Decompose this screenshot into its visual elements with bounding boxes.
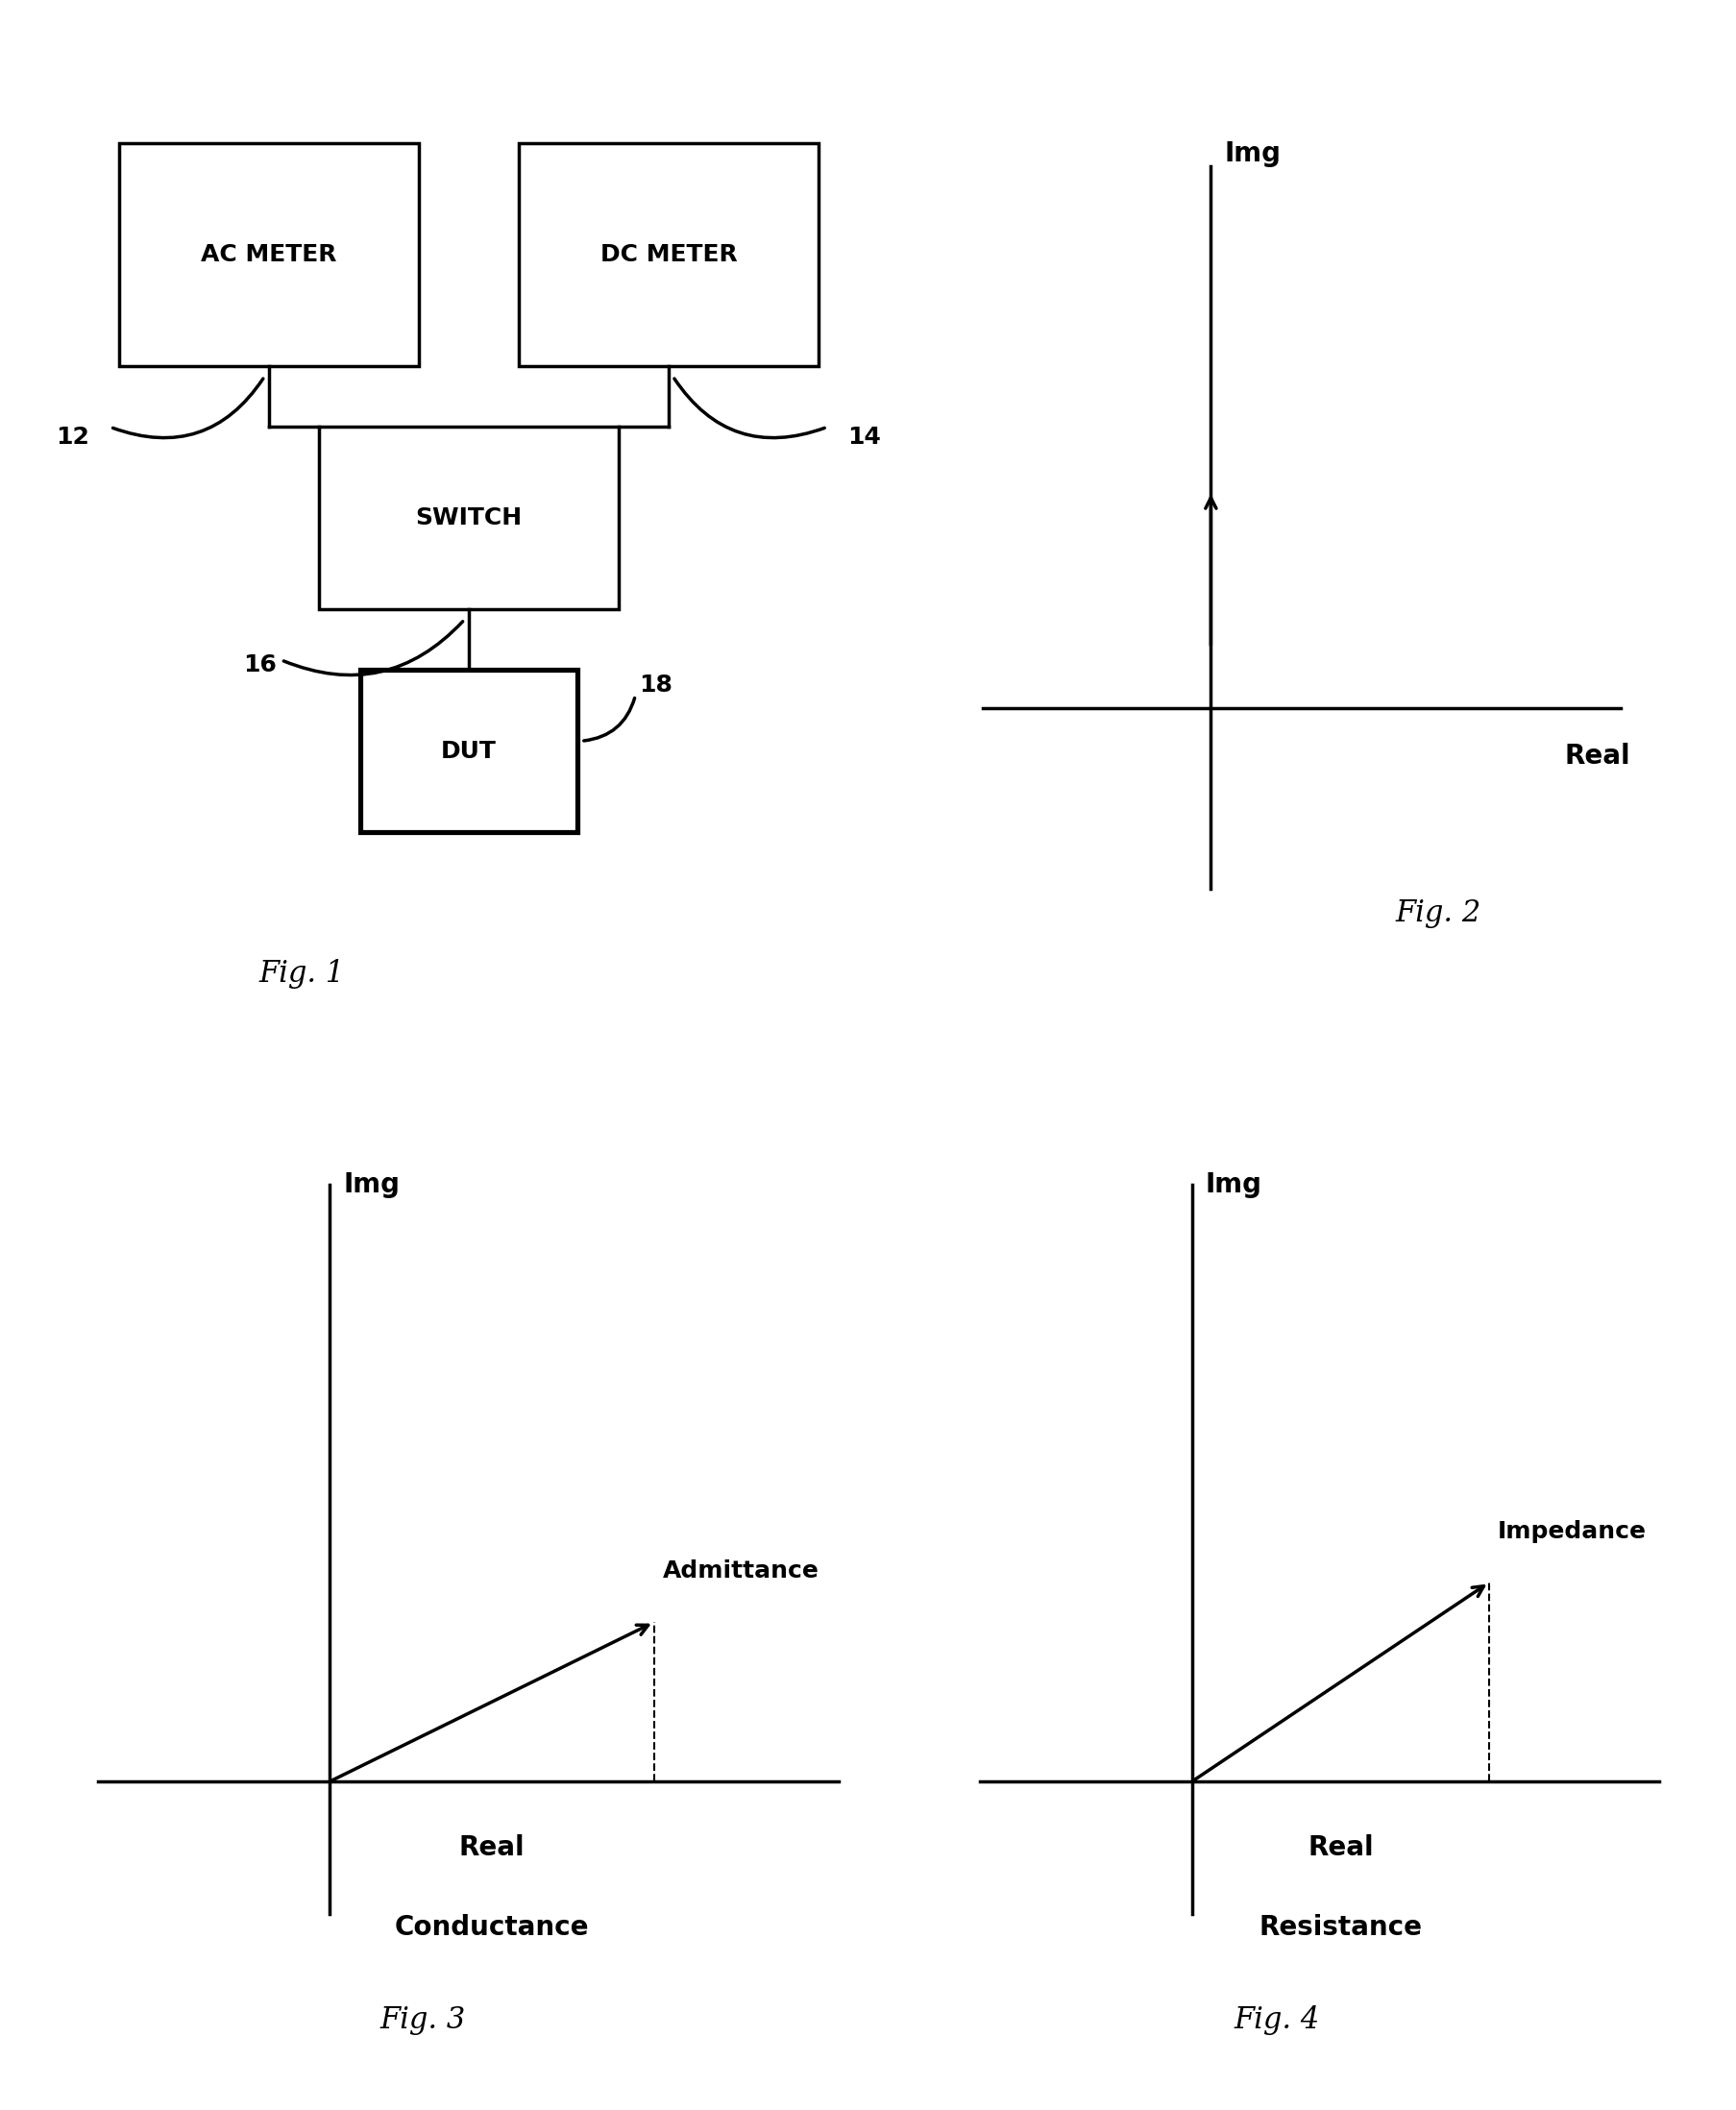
Text: 14: 14: [847, 426, 882, 449]
Text: Img: Img: [344, 1171, 401, 1198]
Text: DC METER: DC METER: [601, 243, 738, 266]
Text: Fig. 1: Fig. 1: [259, 960, 345, 990]
Text: Conductance: Conductance: [394, 1914, 589, 1941]
Text: DUT: DUT: [441, 741, 496, 762]
Bar: [519, 143, 819, 367]
Text: 18: 18: [639, 673, 674, 696]
Text: SWITCH: SWITCH: [415, 506, 523, 530]
Text: Fig. 3: Fig. 3: [380, 2004, 465, 2034]
Text: AC METER: AC METER: [201, 243, 337, 266]
Bar: [118, 143, 418, 367]
Text: Real: Real: [1564, 743, 1630, 770]
Text: Fig. 4: Fig. 4: [1234, 2004, 1319, 2034]
Text: 16: 16: [243, 654, 278, 677]
Text: Resistance: Resistance: [1259, 1914, 1422, 1941]
Text: Img: Img: [1205, 1171, 1262, 1198]
Bar: [319, 426, 618, 610]
Text: Fig. 2: Fig. 2: [1396, 899, 1481, 928]
Text: Admittance: Admittance: [663, 1559, 819, 1582]
Text: Real: Real: [1307, 1834, 1373, 1861]
Bar: [361, 671, 576, 831]
Text: Img: Img: [1224, 139, 1281, 167]
Text: 12: 12: [56, 426, 90, 449]
Text: Real: Real: [458, 1834, 524, 1861]
Text: Impedance: Impedance: [1498, 1519, 1646, 1542]
